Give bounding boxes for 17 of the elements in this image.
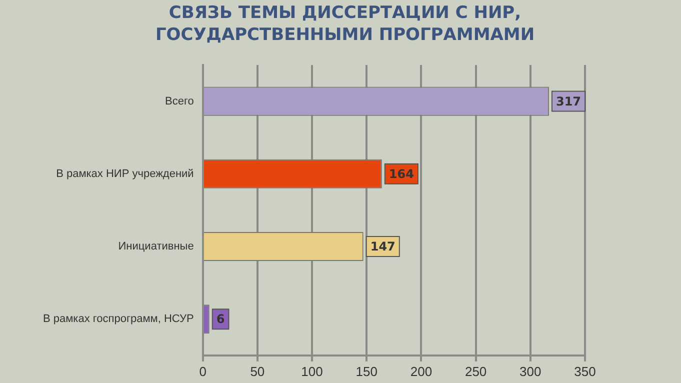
data-label: 164 xyxy=(388,167,414,182)
x-tick-label: 350 xyxy=(574,364,596,379)
x-tick-label: 150 xyxy=(356,364,378,379)
x-tick-label: 100 xyxy=(301,364,323,379)
y-tick-label: Инициативные xyxy=(118,240,194,253)
x-tick-label: 250 xyxy=(464,364,487,379)
y-tick-label: В рамках НИР учреждений xyxy=(56,168,194,180)
data-label: 6 xyxy=(216,312,225,326)
data-label: 147 xyxy=(370,240,396,254)
y-tick-label: Всего xyxy=(164,95,194,108)
y-tick-label: В рамках госпрограмм, НСУР xyxy=(42,313,194,326)
x-tick-label: 300 xyxy=(520,364,542,379)
x-tick-label: 200 xyxy=(410,364,432,379)
x-tick-label: 50 xyxy=(250,364,265,379)
chart-title: СВЯЗЬ ТЕМЫ ДИССЕРТАЦИИ С НИР, ГОСУДАРСТВЕННЫМИ ПРОГРАММАМИ xyxy=(154,2,536,46)
data-label: 317 xyxy=(556,94,582,108)
x-tick-label: 0 xyxy=(199,364,206,379)
